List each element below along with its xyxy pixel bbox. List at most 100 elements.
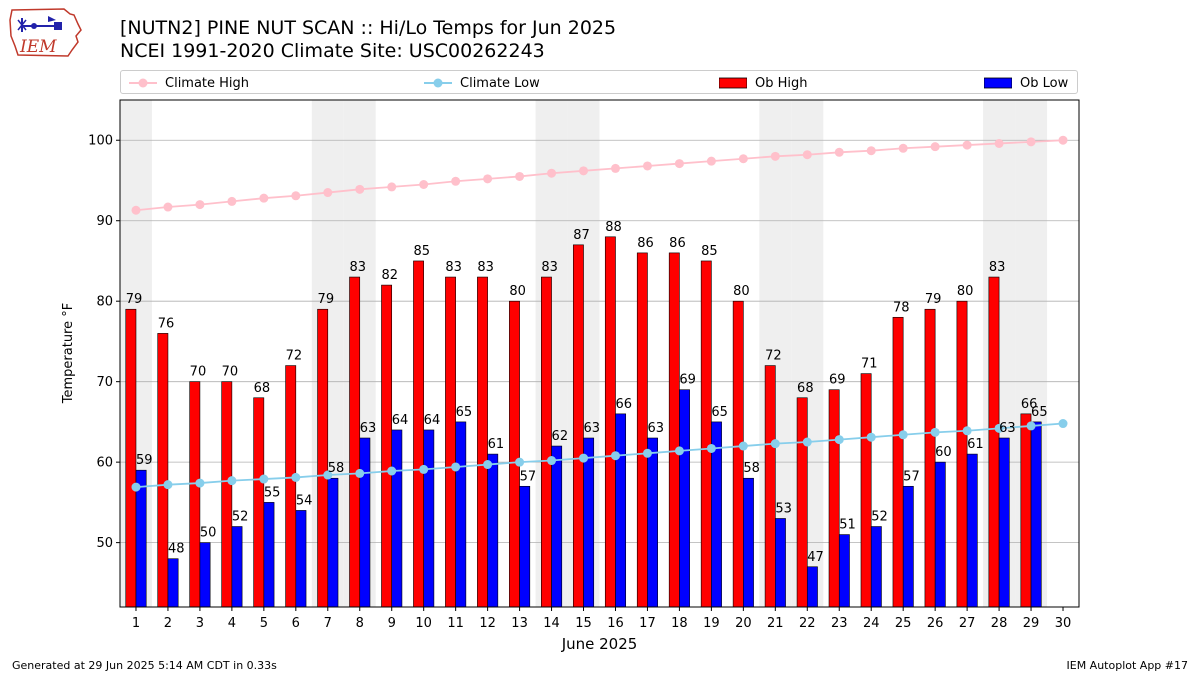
x-tick-label: 7	[324, 616, 332, 631]
ob-high-label: 79	[925, 292, 942, 307]
climate-low-point	[259, 474, 269, 484]
ob-low-bar	[263, 502, 275, 608]
ob-low-label: 60	[935, 445, 952, 460]
x-tick-label: 26	[927, 616, 944, 631]
x-tick-label: 15	[575, 616, 592, 631]
climate-low-point	[419, 464, 429, 474]
x-tick-label: 6	[292, 616, 300, 631]
climate-high-point	[930, 142, 940, 152]
climate-low-point	[579, 453, 589, 463]
ob-high-bar	[636, 252, 648, 608]
ob-high-bar	[349, 276, 361, 608]
x-tick-label: 8	[356, 616, 364, 631]
legend-label: Climate Low	[460, 75, 540, 91]
ob-low-label: 63	[999, 421, 1016, 436]
ob-high-bar	[828, 389, 840, 608]
climate-high-point	[163, 202, 173, 212]
x-tick-label: 20	[735, 616, 752, 631]
climate-low-point	[195, 478, 205, 488]
ob-high-bar	[189, 381, 201, 608]
y-tick-label: 100	[88, 134, 113, 149]
ob-high-bar	[700, 260, 712, 608]
climate-low-point	[483, 460, 493, 470]
ob-low-label: 47	[807, 550, 824, 565]
ob-low-bar	[966, 453, 978, 608]
ob-low-bar	[231, 526, 243, 608]
climate-high-point	[898, 143, 908, 153]
ob-high-bar	[892, 316, 904, 608]
ob-low-label: 58	[743, 461, 760, 476]
x-tick-label: 9	[388, 616, 396, 631]
y-tick-label: 70	[96, 375, 113, 390]
ob-low-label: 64	[392, 413, 409, 428]
legend-label: Ob Low	[1020, 75, 1069, 91]
climate-high-point	[451, 176, 461, 186]
ob-low-bar	[551, 445, 563, 608]
climate-high-point	[1026, 137, 1036, 147]
climate-high-point	[994, 138, 1004, 148]
iem-logo: IEM	[9, 8, 82, 57]
ob-high-bar	[509, 300, 520, 608]
climate-high-point	[674, 159, 684, 169]
ob-low-bar	[743, 477, 754, 608]
legend-marker-climate-high-icon	[129, 78, 157, 88]
climate-low-point	[1058, 419, 1068, 429]
ob-high-label: 79	[126, 292, 143, 307]
ob-high-label: 72	[286, 349, 303, 364]
climate-low-point	[930, 427, 940, 437]
ob-low-bar	[583, 437, 595, 608]
ob-low-label: 61	[488, 437, 505, 452]
ob-low-bar	[199, 542, 211, 608]
ob-high-label: 83	[477, 260, 494, 275]
ob-high-bar	[125, 308, 137, 608]
logo-text: IEM	[19, 37, 57, 57]
ob-high-label: 68	[797, 381, 814, 396]
x-tick-label: 22	[799, 616, 816, 631]
ob-low-label: 51	[839, 518, 856, 533]
ob-high-label: 88	[605, 220, 622, 235]
ob-high-bar	[988, 276, 1000, 608]
ob-high-bar	[604, 236, 616, 608]
climate-lines	[131, 135, 1068, 492]
ob-high-label: 85	[701, 244, 718, 259]
climate-high-point	[195, 200, 205, 210]
climate-high-point	[419, 180, 429, 189]
climate-low-point	[962, 426, 972, 436]
ob-high-bar	[541, 276, 552, 608]
ob-high-label: 69	[829, 373, 846, 388]
climate-low-point	[866, 432, 876, 442]
x-tick-label: 18	[671, 616, 688, 631]
climate-high-point	[387, 182, 397, 192]
y-tick-label: 90	[96, 214, 113, 229]
ob-low-bar	[870, 526, 882, 608]
x-tick-label: 12	[479, 616, 496, 631]
x-tick-label: 24	[863, 616, 880, 631]
climate-high-point	[483, 174, 493, 184]
climate-high-point	[131, 205, 141, 215]
climate-high-point	[802, 150, 812, 160]
climate-low-point	[802, 437, 812, 447]
climate-high-point	[834, 147, 844, 157]
legend-label: Climate High	[165, 75, 250, 91]
ob-low-label: 58	[328, 461, 345, 476]
climate-high-point	[962, 140, 972, 150]
ob-low-label: 50	[200, 526, 217, 541]
climate-high-point	[770, 151, 780, 161]
climate-high-point	[227, 196, 237, 206]
ob-high-bar	[413, 260, 424, 608]
ob-high-label: 72	[765, 349, 782, 364]
ob-low-label: 53	[775, 501, 792, 516]
climate-low-point	[706, 443, 716, 453]
x-axis-label: June 2025	[561, 635, 638, 653]
ob-low-bar	[775, 518, 786, 608]
ob-high-label: 80	[957, 284, 974, 299]
climate-high-point	[738, 154, 748, 164]
x-tick-label: 17	[639, 616, 656, 631]
climate-high-point	[1058, 135, 1068, 145]
ob-high-bar	[860, 373, 872, 608]
climate-low-point	[515, 457, 525, 467]
climate-high-point	[706, 156, 716, 166]
ob-high-bar	[796, 397, 808, 608]
legend: Climate High Climate Low Ob High Ob Low	[120, 70, 1078, 94]
climate-low-point	[610, 451, 620, 461]
